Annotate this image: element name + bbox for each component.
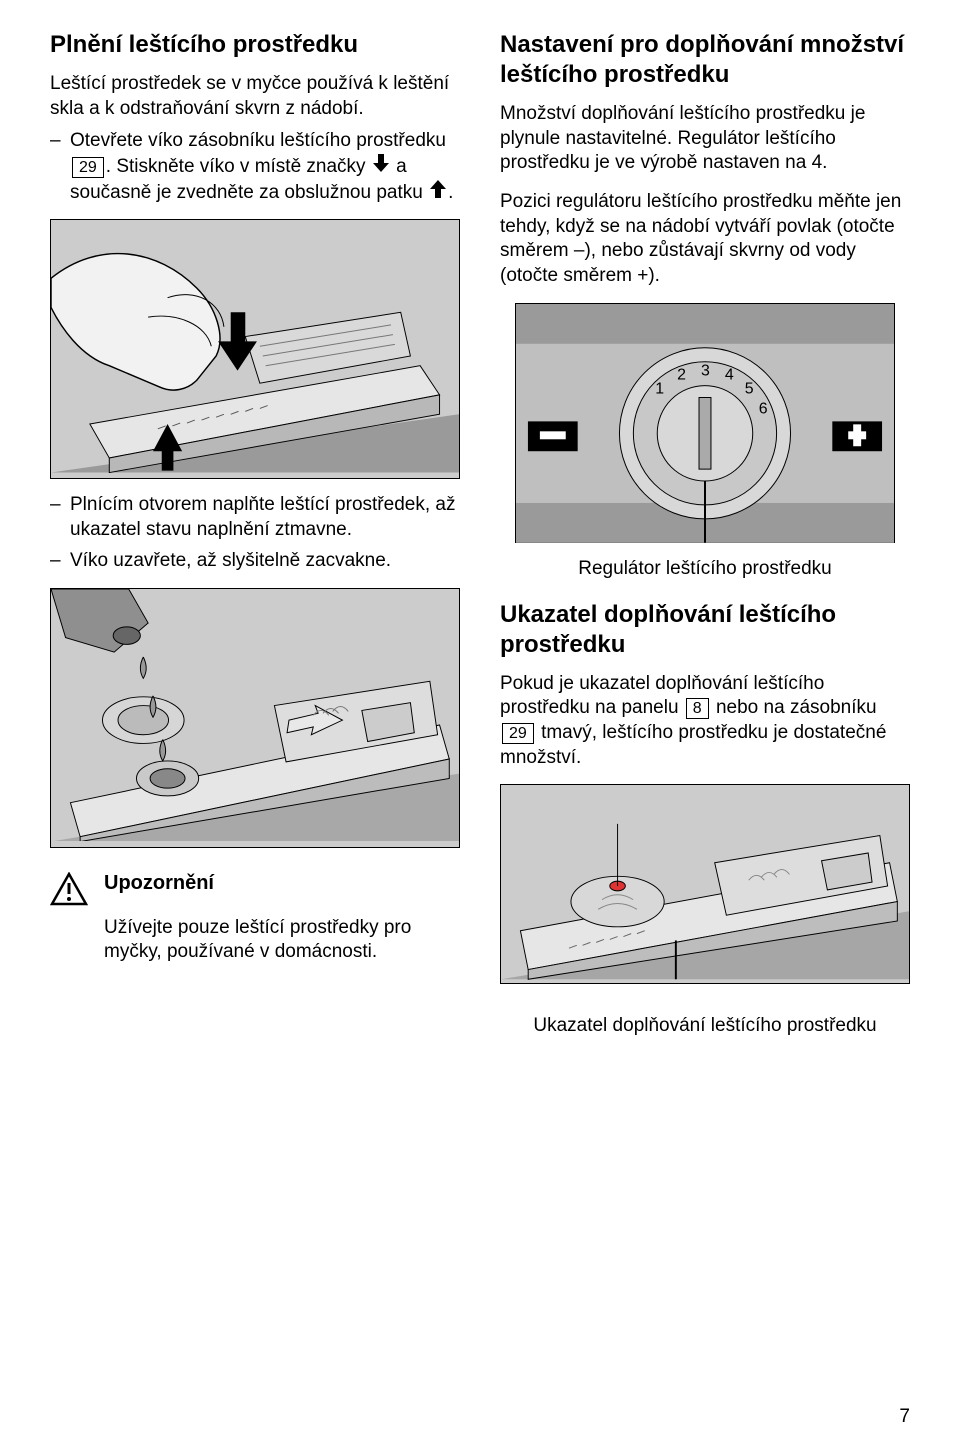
illustration-hand xyxy=(51,220,459,473)
ref-29b: 29 xyxy=(502,723,534,744)
arrow-down-icon xyxy=(373,154,389,180)
setting-p1: Množství doplňování leštícího prostředku… xyxy=(500,102,910,176)
arrow-up-icon xyxy=(430,180,446,206)
warning-icon xyxy=(50,872,88,906)
illustration-indicator xyxy=(501,785,909,979)
figure-hand-pressing-lid xyxy=(50,219,460,479)
intro-paragraph: Leštící prostředek se v myčce používá k … xyxy=(50,72,460,121)
step-open-lid: – Otevřete víko zásobníku leštícího pro­… xyxy=(50,129,460,205)
heading-filling-rinse-aid: Plnění leštícího prostředku xyxy=(50,30,460,60)
figure-indicator xyxy=(500,784,910,984)
list-dash: – xyxy=(50,493,70,542)
heading-setting-amount: Nastavení pro doplňování množství leštíc… xyxy=(500,30,910,90)
step-open-lid-text: Otevřete víko zásobníku leštícího pro­st… xyxy=(70,129,460,205)
list-dash: – xyxy=(50,129,70,205)
svg-text:5: 5 xyxy=(745,380,754,397)
svg-text:2: 2 xyxy=(677,366,686,383)
warning-body: Užívejte pouze leštící prostředky pro my… xyxy=(104,916,460,965)
setting-p2: Pozici regulátoru leštícího prostředku m… xyxy=(500,190,910,289)
caption-regulator: Regulátor leštícího prostředku xyxy=(500,557,910,582)
step-close-lid: – Víko uzavřete, až slyšitelně zacvakne. xyxy=(50,549,460,574)
figure-pouring-rinse-aid xyxy=(50,588,460,848)
list-dash: – xyxy=(50,549,70,574)
svg-text:1: 1 xyxy=(655,380,664,397)
page-number: 7 xyxy=(899,1406,910,1428)
illustration-dial: 1 2 3 4 5 6 xyxy=(516,304,894,543)
right-column: Nastavení pro doplňování množství leštíc… xyxy=(500,30,910,1057)
ref-29: 29 xyxy=(72,157,104,178)
step-close-text: Víko uzavřete, až slyšitelně zacvakne. xyxy=(70,549,460,574)
step-fill-text: Plnícím otvorem naplňte leštící pro­stře… xyxy=(70,493,460,542)
svg-text:4: 4 xyxy=(725,366,734,383)
ref-8: 8 xyxy=(686,698,709,719)
step-fill: – Plnícím otvorem naplňte leštící pro­st… xyxy=(50,493,460,542)
svg-text:3: 3 xyxy=(701,362,710,379)
figure-regulator-dial: 29 1 2 xyxy=(515,303,895,543)
warning-title: Upozornění xyxy=(104,872,214,895)
left-column: Plnění leštícího prostředku Leštící pros… xyxy=(50,30,460,1057)
caption-indicator: Ukazatel doplňování leštícího prostředku xyxy=(500,1014,910,1039)
indicator-paragraph: Pokud je ukazatel doplňování leštícího p… xyxy=(500,672,910,771)
warning-block: Upozornění xyxy=(50,872,460,906)
illustration-pouring xyxy=(51,589,459,842)
svg-text:6: 6 xyxy=(759,400,768,417)
heading-indicator: Ukazatel doplňování leštícího prostředku xyxy=(500,600,910,660)
